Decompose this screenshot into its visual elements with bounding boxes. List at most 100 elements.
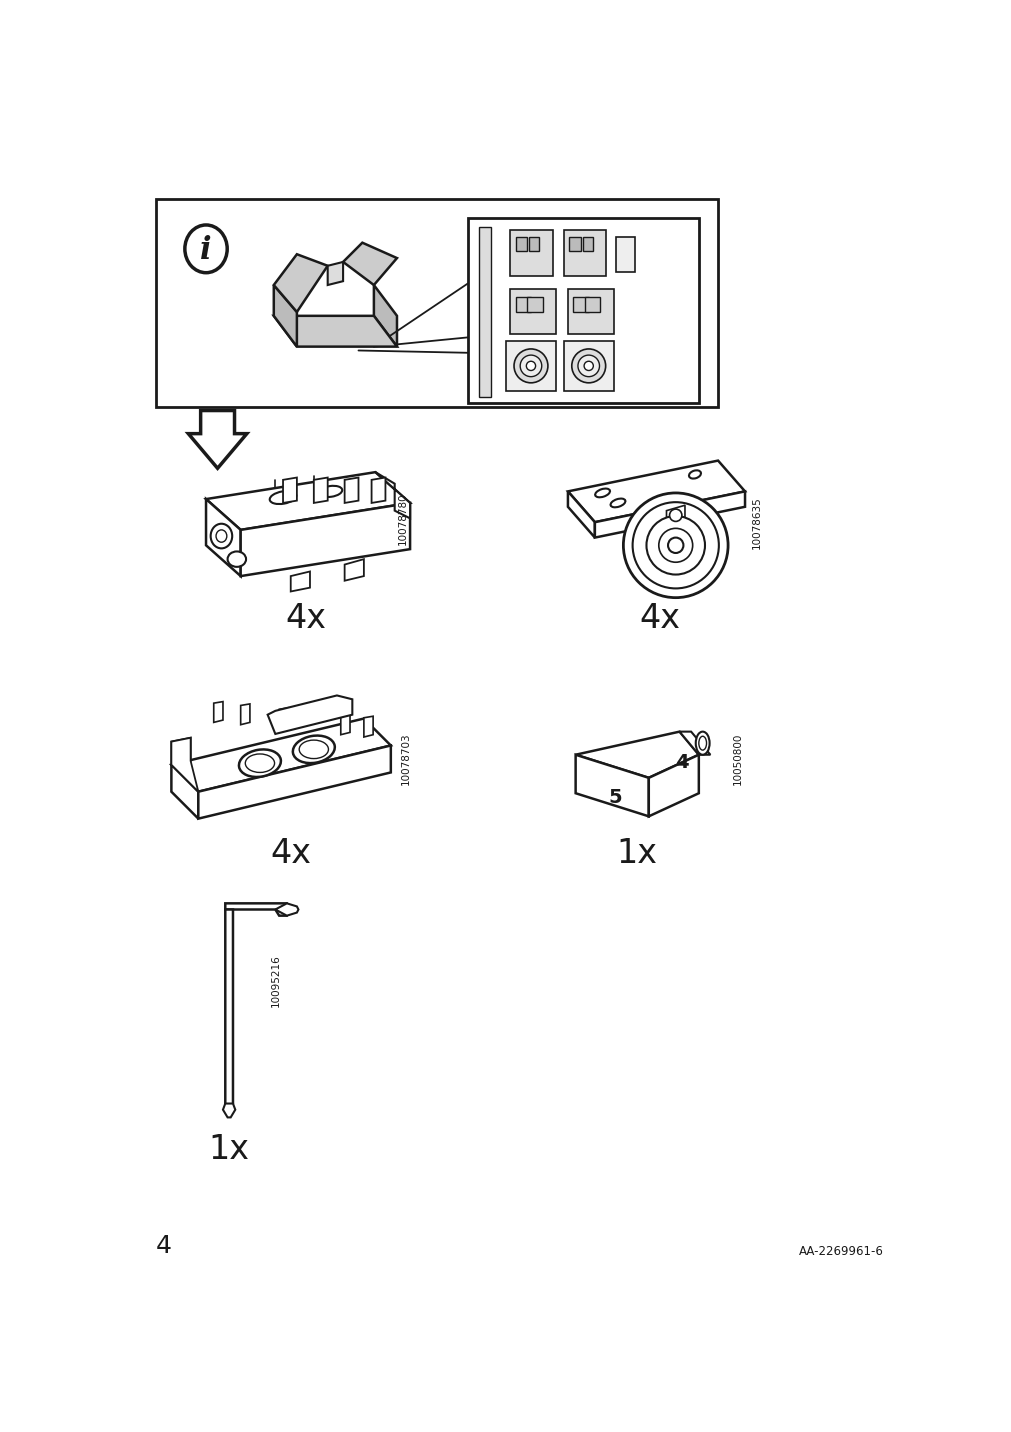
Text: 10078703: 10078703	[400, 732, 410, 785]
Text: AA-2269961-6: AA-2269961-6	[798, 1244, 883, 1257]
Polygon shape	[198, 746, 390, 819]
Bar	[527, 296, 542, 312]
Text: 5: 5	[609, 788, 622, 806]
Bar	[515, 296, 531, 312]
Bar	[563, 229, 606, 276]
Bar	[156, 199, 718, 407]
Polygon shape	[290, 571, 309, 591]
Circle shape	[623, 493, 727, 597]
Polygon shape	[575, 755, 648, 816]
Polygon shape	[225, 904, 290, 915]
Bar	[567, 289, 614, 334]
Polygon shape	[213, 702, 222, 722]
Ellipse shape	[699, 736, 706, 750]
Bar	[582, 238, 592, 251]
Polygon shape	[206, 473, 409, 530]
Polygon shape	[225, 909, 233, 1110]
Polygon shape	[575, 732, 699, 778]
Text: 1x: 1x	[208, 1133, 250, 1166]
Ellipse shape	[319, 485, 342, 497]
Circle shape	[658, 528, 692, 563]
Polygon shape	[267, 696, 352, 735]
Bar	[506, 341, 556, 391]
Circle shape	[667, 537, 682, 553]
Bar	[563, 341, 614, 391]
Circle shape	[514, 349, 547, 382]
Text: 1x: 1x	[616, 836, 657, 869]
Polygon shape	[206, 500, 241, 576]
Bar	[573, 296, 588, 312]
Bar	[569, 238, 580, 251]
Polygon shape	[373, 285, 396, 347]
Circle shape	[583, 361, 592, 371]
Polygon shape	[283, 477, 296, 503]
Polygon shape	[567, 461, 744, 523]
Polygon shape	[171, 737, 190, 765]
Ellipse shape	[299, 740, 329, 759]
Polygon shape	[594, 491, 744, 537]
Polygon shape	[171, 737, 198, 792]
Text: 4x: 4x	[639, 601, 680, 634]
Polygon shape	[313, 477, 328, 503]
Ellipse shape	[688, 470, 701, 478]
Bar	[510, 229, 552, 276]
Text: 10095216: 10095216	[270, 954, 280, 1007]
Polygon shape	[171, 765, 198, 819]
Polygon shape	[345, 477, 358, 503]
Polygon shape	[567, 491, 594, 537]
Bar	[615, 238, 634, 272]
Bar	[584, 296, 600, 312]
Polygon shape	[274, 285, 296, 347]
Bar	[467, 218, 699, 402]
Text: 10050800: 10050800	[732, 732, 742, 785]
Text: 4x: 4x	[270, 836, 311, 869]
Bar	[510, 289, 556, 334]
Polygon shape	[222, 1104, 235, 1117]
Text: i: i	[200, 235, 211, 266]
Circle shape	[526, 361, 535, 371]
Polygon shape	[341, 715, 350, 735]
Text: 10078780: 10078780	[397, 493, 407, 544]
Text: 4: 4	[156, 1233, 172, 1257]
Ellipse shape	[245, 755, 274, 772]
Circle shape	[571, 349, 605, 382]
Polygon shape	[188, 411, 247, 468]
Ellipse shape	[594, 488, 610, 497]
Ellipse shape	[210, 524, 232, 548]
Polygon shape	[241, 705, 250, 725]
Ellipse shape	[215, 530, 226, 543]
Polygon shape	[343, 242, 396, 285]
Polygon shape	[279, 707, 288, 729]
Ellipse shape	[696, 732, 709, 755]
Circle shape	[520, 355, 541, 377]
Ellipse shape	[239, 749, 281, 778]
Polygon shape	[648, 755, 699, 816]
Polygon shape	[345, 558, 364, 581]
Circle shape	[577, 355, 599, 377]
Polygon shape	[679, 732, 710, 755]
Polygon shape	[171, 719, 390, 792]
Polygon shape	[274, 255, 328, 312]
Polygon shape	[328, 262, 343, 285]
Ellipse shape	[270, 491, 296, 504]
Circle shape	[646, 516, 705, 574]
Ellipse shape	[610, 498, 625, 507]
Bar	[529, 238, 538, 251]
Ellipse shape	[227, 551, 246, 567]
Bar	[515, 238, 527, 251]
Polygon shape	[275, 904, 298, 915]
Circle shape	[632, 503, 718, 589]
Ellipse shape	[292, 736, 335, 763]
Text: 4: 4	[674, 753, 688, 772]
Polygon shape	[371, 477, 385, 503]
Ellipse shape	[185, 225, 227, 272]
Text: 4x: 4x	[285, 601, 327, 634]
Polygon shape	[666, 505, 684, 521]
Circle shape	[669, 510, 681, 521]
Polygon shape	[274, 316, 396, 347]
Text: 10078635: 10078635	[751, 495, 761, 548]
Polygon shape	[375, 473, 409, 518]
Polygon shape	[364, 716, 373, 737]
Bar	[479, 228, 490, 397]
Polygon shape	[241, 503, 409, 576]
